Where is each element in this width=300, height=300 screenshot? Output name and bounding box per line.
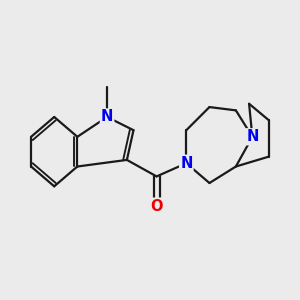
Text: O: O [150, 199, 163, 214]
Text: N: N [180, 156, 193, 171]
Text: N: N [246, 129, 259, 144]
Text: N: N [101, 110, 113, 124]
